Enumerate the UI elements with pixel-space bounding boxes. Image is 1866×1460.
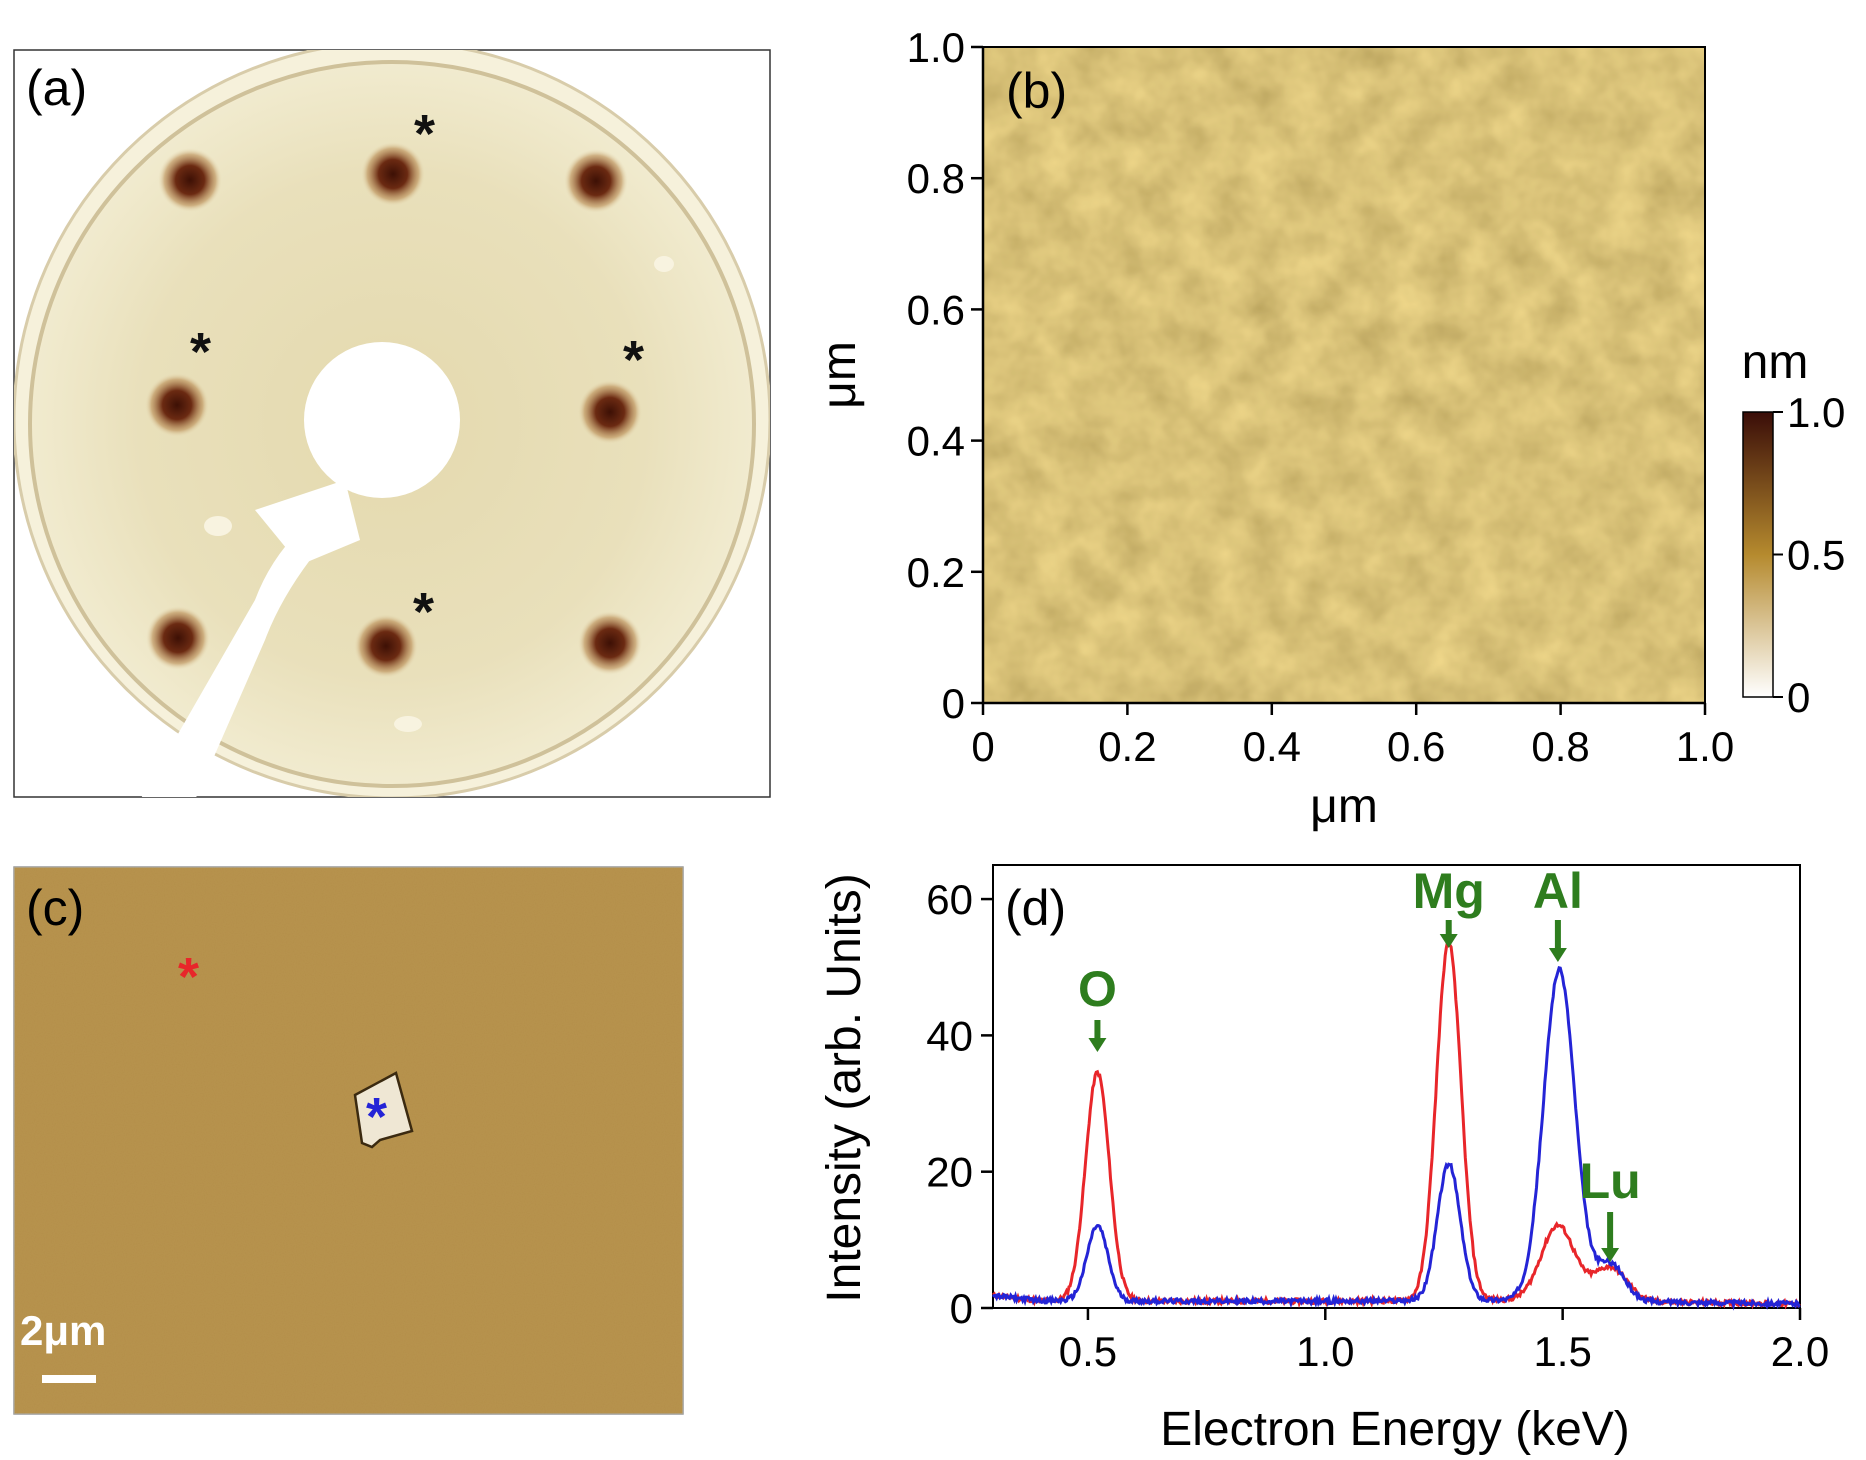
scalebar [42, 1375, 96, 1383]
edx-x-tick-label: 1.0 [1296, 1328, 1354, 1375]
island-marker: * [366, 1087, 387, 1147]
colorbar-ticks: 1.0 0.5 0 [1773, 389, 1845, 721]
gun-holder [255, 480, 360, 565]
screen-spot [394, 716, 422, 732]
leed-spot [158, 148, 222, 212]
panel-a-label: (a) [26, 60, 87, 116]
edx-plot-area [992, 864, 1801, 1309]
afm-texture [983, 47, 1705, 703]
afm-x-tick-label: 0.4 [1243, 723, 1301, 770]
colorbar-tick-label: 0 [1787, 674, 1810, 721]
afm-y-tick-label: 0.2 [907, 549, 965, 596]
edx-y-tick-label: 40 [926, 1012, 973, 1059]
afm-x-tick-label: 0.2 [1098, 723, 1156, 770]
edx-peak-label: Lu [1580, 1153, 1641, 1209]
afm-x-axis: 0 0.2 0.4 0.6 0.8 1.0 [971, 701, 1734, 770]
edx-x-axis-title: Electron Energy (keV) [1160, 1403, 1630, 1456]
colorbar-tick-label: 0.5 [1787, 532, 1845, 579]
edx-y-axis-title: Intensity (arb. Units) [818, 873, 871, 1302]
edx-y-tick-label: 60 [926, 876, 973, 923]
screen-spot [654, 256, 674, 272]
leed-spot [564, 149, 628, 213]
edx-series [991, 937, 1801, 1311]
afm-y-axis-title: μm [813, 341, 866, 409]
edx-annotations: O Mg Al Lu [1078, 863, 1641, 1262]
edx-y-tick-label: 0 [950, 1285, 973, 1332]
screen-spot [204, 516, 232, 536]
edx-peak-arrow-head [1601, 1248, 1620, 1262]
electron-gun [304, 342, 460, 498]
afm-x-axis-title: μm [1310, 780, 1378, 833]
leed-spot [354, 614, 418, 678]
leed-marker: * [414, 104, 435, 164]
colorbar-tick-label: 1.0 [1787, 389, 1845, 436]
edx-axes: 0.5 1.0 1.5 2.0 0 20 40 60 [926, 876, 1829, 1375]
afm-x-tick-label: 0.6 [1387, 723, 1445, 770]
edx-peak-label: O [1078, 961, 1117, 1017]
scalebar-label: 2μm [20, 1307, 106, 1354]
leed-spot [578, 611, 642, 675]
sem-texture [14, 867, 683, 1414]
afm-y-axis: 0 0.2 0.4 0.6 0.8 1.0 [907, 24, 985, 727]
leed-marker: * [623, 330, 644, 390]
leed-spot [146, 606, 210, 670]
afm-y-tick-label: 0.4 [907, 418, 965, 465]
panel-c: (c) * * 2μm [13, 866, 684, 1415]
edx-x-tick-label: 2.0 [1771, 1328, 1829, 1375]
edx-peak-arrow-head [1088, 1038, 1107, 1052]
panel-c-label: (c) [26, 880, 84, 936]
edx-peak-label: Mg [1413, 863, 1485, 919]
colorbar-unit: nm [1742, 336, 1809, 389]
panel-d-label: (d) [1005, 880, 1066, 936]
panel-a: (a) * * * * [13, 49, 771, 798]
edx-x-tick-label: 0.5 [1059, 1328, 1117, 1375]
edx-peak-label: Al [1533, 863, 1583, 919]
afm-x-tick-label: 0.8 [1531, 723, 1589, 770]
edx-peak-arrow-head [1439, 934, 1458, 948]
leed-spot [578, 380, 642, 444]
leed-marker: * [413, 582, 434, 642]
panel-b-label: (b) [1006, 63, 1067, 119]
leed-marker: * [190, 322, 211, 382]
edx-y-tick-label: 20 [926, 1149, 973, 1196]
edx-peak-arrow-head [1548, 948, 1567, 962]
panel-b: (b) 0 0.2 0.4 0.6 0.8 1.0 0 0.2 0.4 0.6 0.8 1.0 μm… [813, 24, 1845, 833]
island-crystal [353, 1071, 414, 1149]
afm-y-tick-label: 1.0 [907, 24, 965, 71]
afm-y-tick-label: 0 [942, 680, 965, 727]
leed-spot [145, 373, 209, 437]
edx-series-island [991, 965, 1801, 1311]
bulk-marker: * [178, 947, 199, 1007]
afm-x-tick-label: 0 [971, 723, 994, 770]
colorbar [1742, 411, 1774, 698]
leed-spot [361, 142, 425, 206]
edx-x-tick-label: 1.5 [1533, 1328, 1591, 1375]
panel-d: 0.5 1.0 1.5 2.0 0 20 40 60 O Mg Al Lu (d) Electron… [818, 863, 1829, 1456]
afm-x-tick-label: 1.0 [1676, 723, 1734, 770]
afm-y-tick-label: 0.6 [907, 286, 965, 333]
afm-y-tick-label: 0.8 [907, 155, 965, 202]
electron-gun-shadow [141, 500, 350, 797]
